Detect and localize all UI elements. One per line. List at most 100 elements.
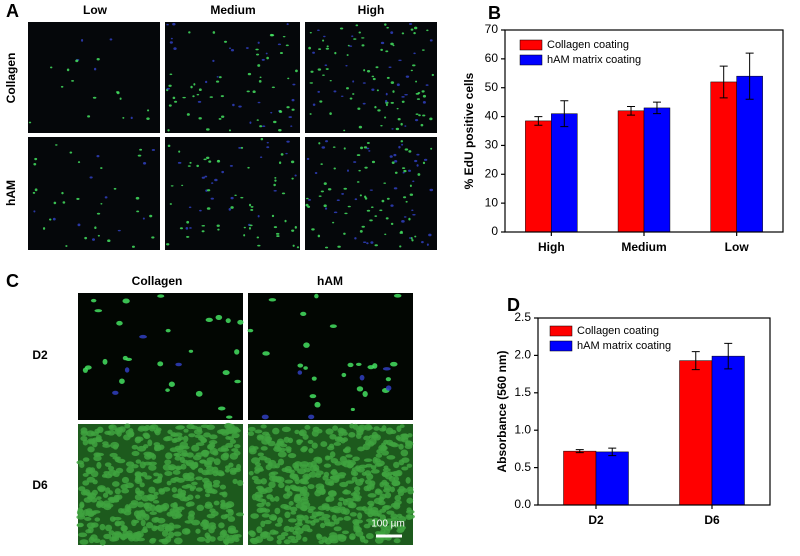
cell [135,196,140,200]
cell [181,184,184,187]
cell [124,367,130,373]
cell [401,143,404,146]
cell [290,511,297,515]
cell [329,451,336,458]
cell [337,533,346,539]
cell [266,536,274,542]
y-tick-label: 1.0 [514,422,531,436]
cell [191,444,200,452]
cell [48,218,52,221]
cell [210,197,214,200]
cell [297,370,303,375]
cell [240,196,244,199]
cell [210,510,219,517]
cell [344,446,351,451]
cell [366,147,370,150]
cell [287,518,297,523]
cell [320,522,326,529]
cell [196,93,200,96]
cell [137,426,145,432]
cell [189,485,197,490]
cell [165,328,171,333]
cell [125,357,133,362]
cell [362,241,367,243]
cell [247,431,255,437]
micrograph [28,22,160,133]
cell [183,428,189,433]
cell [170,185,174,187]
cell [212,59,215,63]
cell [110,441,120,449]
cell [255,467,264,472]
cell [384,116,387,119]
micrograph [165,137,300,250]
cell [248,471,254,476]
cell [321,146,326,149]
legend-swatch [549,325,573,337]
cell [270,465,278,469]
cell [332,146,336,148]
cell [385,427,394,435]
cell [173,47,177,51]
cell [107,239,111,243]
cell [260,424,267,429]
cell [356,430,364,436]
cell [129,430,135,438]
cell [124,423,131,429]
cell [397,118,401,121]
cell [135,487,141,495]
cell [93,67,97,71]
cell [364,166,368,169]
cell [380,41,385,45]
cell [291,98,295,102]
cell [109,516,116,522]
cell [381,450,389,456]
cell [33,210,36,213]
cell [295,533,302,541]
cell [401,488,408,493]
column-label: Low [83,3,108,17]
cell [301,524,311,532]
cell [182,96,186,99]
cell [217,228,220,231]
cell [230,196,234,200]
cell [295,69,298,73]
cell [398,443,404,450]
cell [358,169,361,172]
cell [91,510,101,514]
micrograph [305,22,437,133]
cell [287,77,290,80]
cell [361,44,365,47]
cell [325,428,334,435]
cell [162,486,171,492]
cell [365,518,375,523]
cell [268,475,277,482]
cell [226,415,233,419]
cell [261,58,265,61]
cell [277,517,283,525]
cell [370,206,374,209]
cell [385,50,389,53]
y-tick-label: 30 [485,138,499,152]
cell [190,425,199,430]
cell [143,502,150,510]
cell [341,372,347,378]
cell [78,512,85,518]
cell [359,194,362,197]
cell [157,361,164,367]
cell [398,145,401,149]
cell [388,66,392,69]
cell [257,41,260,44]
cell [137,154,142,157]
cell [405,75,410,78]
cell [209,434,218,440]
cell [76,523,84,528]
cell [126,530,133,537]
cell [173,452,180,457]
cell [219,484,227,490]
cell [412,214,416,216]
cell [371,522,379,528]
cell [357,446,365,452]
cell [385,99,388,103]
cell [371,160,376,164]
